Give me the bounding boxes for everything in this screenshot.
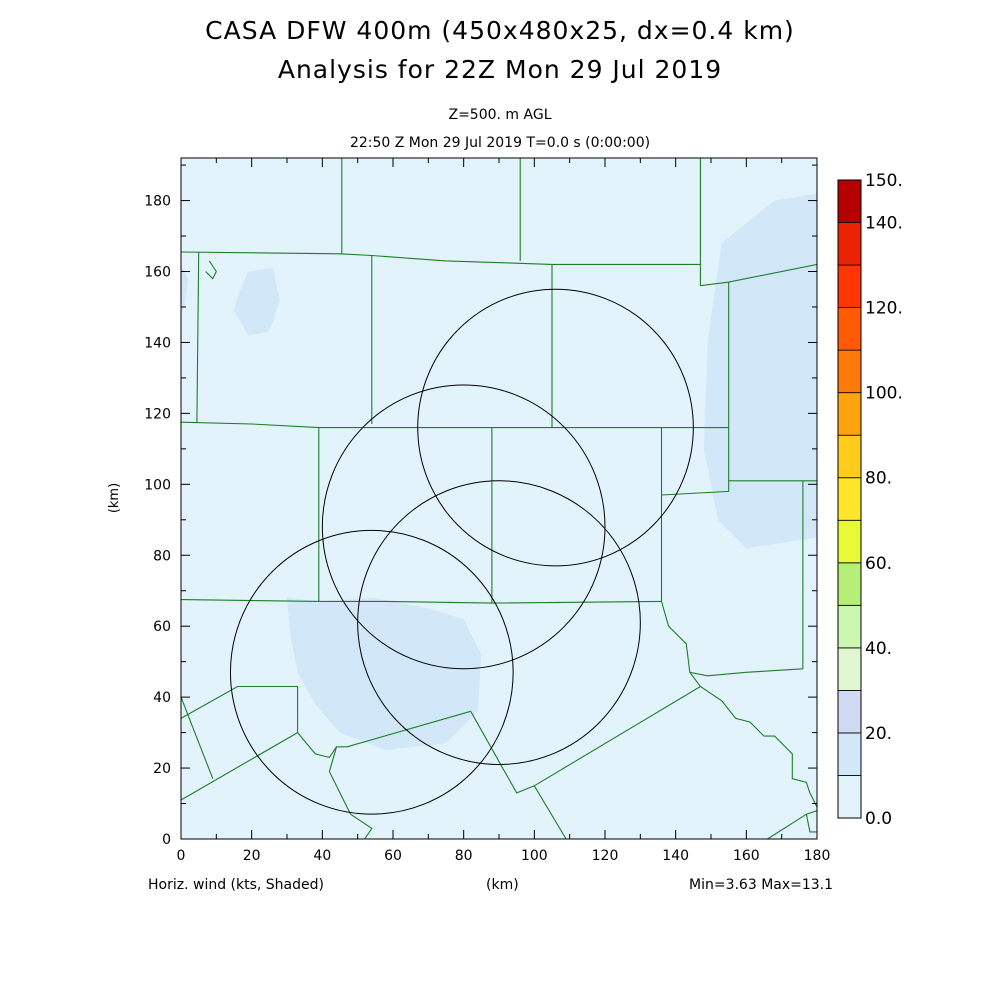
county-line-20: [180, 710, 471, 801]
colorbar-bin: [837, 647, 862, 691]
county-line-3: [180, 599, 662, 604]
county-line-2: [180, 421, 729, 429]
radar-ring-3: [357, 480, 641, 766]
y-tick-label: 40: [153, 690, 171, 706]
colorbar-bin: [837, 477, 862, 521]
level-label: Z=500. m AGL: [448, 107, 552, 123]
colorbar-bin: [837, 222, 862, 266]
radar-ring-1: [417, 288, 694, 567]
x-tick-label: 20: [243, 848, 261, 864]
colorbar-bin: [837, 604, 862, 649]
min-max-label: Min=3.63 Max=13.1: [689, 877, 834, 893]
radar-range-rings: [229, 288, 694, 815]
county-line-27: [205, 260, 217, 280]
colorbar-bin: [837, 179, 862, 223]
colorbar-label: 150.: [865, 171, 903, 191]
field-label: Horiz. wind (kts, Shaded): [148, 877, 324, 893]
colorbar-bin: [837, 562, 862, 606]
y-axis-label: (km): [107, 483, 122, 513]
colorbar-label: 20.: [865, 724, 892, 744]
y-tick-label: 0: [162, 832, 171, 848]
y-axis: 0 20 40 60 80 100 120 140 160 180: [144, 164, 817, 848]
plot-area: [181, 158, 817, 839]
plot-background: [181, 158, 817, 839]
x-axis-label: (km): [486, 877, 519, 893]
y-tick-label: 140: [144, 335, 171, 351]
colorbar-label: 120.: [865, 299, 903, 319]
wind-region-4: [181, 264, 189, 315]
y-tick-label: 180: [144, 194, 171, 210]
wind-region-3: [703, 193, 817, 549]
colorbar: 0.0 20. 40. 60. 80. 100. 120. 140. 150.: [837, 171, 903, 829]
y-tick-label: 20: [153, 761, 171, 777]
colorbar-label: 80.: [865, 469, 892, 489]
county-line-21: [328, 746, 373, 840]
colorbar-label: 60.: [865, 554, 892, 574]
colorbar-bin: [837, 519, 862, 564]
county-line-18: [180, 696, 214, 779]
x-tick-label: 120: [592, 848, 619, 864]
county-line-1: [180, 251, 701, 265]
colorbar-bin: [837, 775, 862, 819]
colorbar-label: 0.0: [865, 809, 892, 829]
x-tick-label: 140: [662, 848, 689, 864]
colorbar-frame: [837, 179, 862, 819]
x-tick-label: 60: [384, 848, 402, 864]
colorbar-bin: [837, 434, 862, 479]
wind-region-2: [287, 597, 482, 751]
colorbar-label: 100.: [865, 384, 903, 404]
county-line-22: [470, 686, 701, 794]
colorbar-bin: [837, 264, 862, 309]
wind-shading: [181, 193, 817, 751]
chart-title: CASA DFW 400m (450x480x25, dx=0.4 km): [205, 16, 795, 45]
x-axis: 0 20 40 60 80 100 120 140 160 180: [177, 158, 831, 864]
x-tick-label: 0: [177, 848, 186, 864]
y-tick-label: 120: [144, 406, 171, 422]
x-tick-label: 100: [521, 848, 548, 864]
county-line-23: [533, 785, 567, 840]
x-tick-label: 160: [733, 848, 760, 864]
county-line-26: [805, 814, 817, 833]
x-tick-label: 180: [804, 848, 831, 864]
chart-subtitle: Analysis for 22Z Mon 29 Jul 2019: [277, 55, 723, 84]
valid-time-label: 22:50 Z Mon 29 Jul 2019 T=0.0 s (0:00:00…: [349, 135, 651, 151]
county-line-24: [689, 671, 818, 808]
county-line-19: [180, 685, 299, 733]
x-tick-label: 40: [313, 848, 331, 864]
y-tick-label: 60: [153, 619, 171, 635]
colorbar-bin: [837, 732, 862, 776]
colorbar-bin: [837, 392, 862, 436]
colorbar-label: 140.: [865, 214, 903, 234]
county-line-8: [196, 251, 200, 423]
y-tick-label: 100: [144, 477, 171, 493]
county-boundaries: [180, 158, 818, 840]
y-tick-label: 160: [144, 265, 171, 281]
county-line-15: [661, 480, 817, 496]
colorbar-label: 40.: [865, 639, 892, 659]
colorbar-bin: [837, 307, 862, 351]
y-tick-label: 80: [153, 548, 171, 564]
colorbar-bin: [837, 349, 862, 394]
wind-region-1: [234, 268, 280, 336]
x-tick-label: 80: [455, 848, 473, 864]
colorbar-bin: [837, 690, 862, 734]
radar-ring-4: [229, 529, 514, 815]
radar-ring-2: [321, 384, 606, 670]
